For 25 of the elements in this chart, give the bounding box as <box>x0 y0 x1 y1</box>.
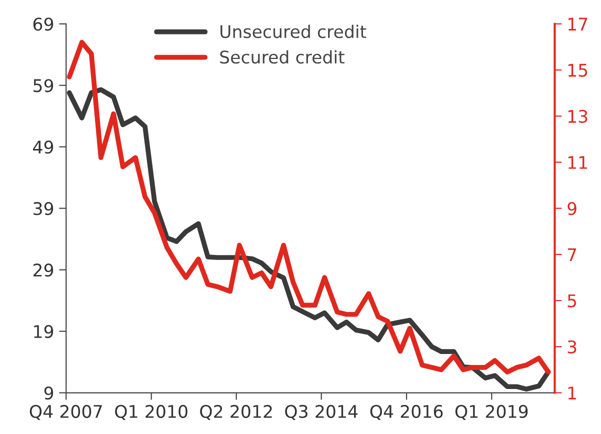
y2-tick-label: 13 <box>568 110 588 123</box>
y-tick-label: 19 <box>34 324 54 338</box>
y2-tick-label: 7 <box>568 248 576 262</box>
legend-label: Secured credit <box>220 50 344 64</box>
x-tick-label: Q1 2010 <box>115 404 188 420</box>
x-tick-label: Q2 2012 <box>200 404 272 420</box>
y-tick-label: 59 <box>34 79 54 92</box>
y-tick-label: 9 <box>44 386 54 400</box>
y2-tick-label: 11 <box>568 156 588 169</box>
line-series <box>66 40 551 374</box>
y2-tick-label: 3 <box>568 340 576 354</box>
y2-tick-label: 17 <box>568 18 588 30</box>
x-tick-label: Q3 2014 <box>285 404 358 420</box>
legend-label: Unsecured credit <box>220 24 366 38</box>
x-tick-label: Q1 2019 <box>455 404 528 420</box>
y-tick-label: 29 <box>33 264 54 277</box>
y-tick-label: 39 <box>34 202 54 216</box>
x-tick-label: Q4 2007 <box>30 404 102 420</box>
y2-tick-label: 5 <box>568 294 576 308</box>
y-tick-label: 49 <box>33 140 54 154</box>
y2-tick-label: 1 <box>568 386 576 400</box>
y2-tick-label: 15 <box>568 64 588 77</box>
y2-tick-label: 9 <box>568 202 576 216</box>
x-tick-label: Q4 2016 <box>370 404 443 420</box>
y-tick-label: 69 <box>33 18 54 31</box>
